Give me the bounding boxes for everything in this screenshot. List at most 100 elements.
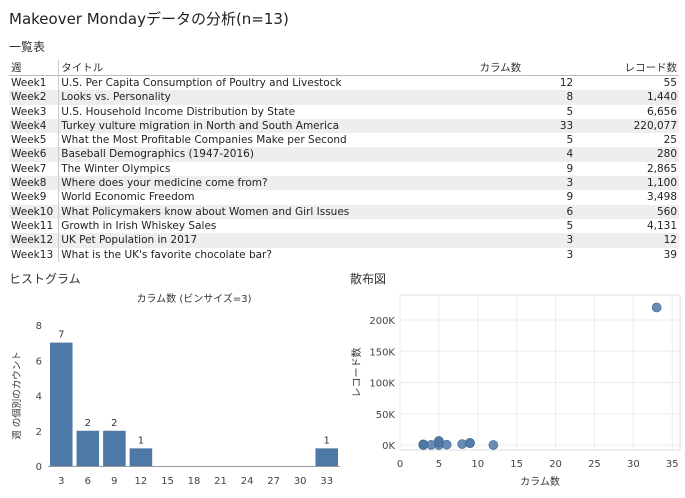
scatter-point (418, 440, 429, 450)
cell-columns: 4 (355, 147, 576, 162)
cell-title: U.S. Per Capita Consumption of Poultry a… (58, 75, 356, 91)
cell-title: Looks vs. Personality (58, 90, 356, 105)
cell-title: Where does your medicine come from? (58, 176, 356, 191)
table-row[interactable]: Week6 Baseball Demographics (1947-2016) 4 2… (9, 147, 679, 162)
header-columns[interactable]: カラム数 (355, 60, 576, 76)
table-row[interactable]: Week2 Looks vs. Personality 8 1,440 (9, 90, 679, 105)
cell-columns: 5 (566, 105, 574, 118)
x-tick-label: 18 (188, 476, 201, 487)
scatter-point (465, 438, 475, 448)
table-row[interactable]: Week4 Turkey vulture migration in North a… (9, 118, 679, 134)
table-row[interactable]: Week5 What the Most Profitable Companies … (9, 133, 679, 148)
y-tick-label: 6 (36, 356, 42, 367)
x-tick-label: 15 (510, 459, 523, 470)
cell-records: 220,077 (575, 118, 679, 134)
histogram-bar (129, 448, 153, 466)
table-row[interactable]: Week7 The Winter Olympics 9 2,865 (9, 161, 679, 177)
cell-columns: 3 (355, 176, 576, 191)
cell-records: 6,656 (646, 105, 677, 118)
header-week[interactable]: 週 (9, 60, 59, 76)
x-tick-label: 21 (214, 476, 227, 487)
cell-title: What is the UK's favorite chocolate bar? (58, 247, 356, 262)
x-tick-label: 12 (135, 476, 148, 487)
cell-week: Week11 (11, 219, 54, 232)
cell-records: 12 (575, 233, 679, 248)
histogram-title: カラム数 (ビンサイズ=3) (136, 292, 251, 305)
cell-week: Week6 (9, 147, 59, 162)
x-tick-label: 24 (241, 476, 254, 487)
histogram-section-title: ヒストグラム (9, 272, 81, 286)
table-section-title: 一覧表 (9, 40, 46, 54)
cell-week: Week8 (9, 176, 59, 191)
x-tick-label: 10 (471, 459, 484, 470)
summary-table: 週 タイトル カラム数 レコード数 Week1 U.S. Per Capita C… (9, 60, 679, 262)
x-tick-label: 20 (549, 459, 562, 470)
bar-data-label: 7 (58, 330, 64, 341)
cell-records: 1,440 (575, 90, 679, 105)
cell-title: What the Most Profitable Companies Make … (58, 133, 356, 148)
cell-title: U.S. Household Income Distribution by St… (58, 104, 356, 119)
histogram-bar (50, 342, 73, 466)
cell-title: Baseball Demographics (1947-2016) (58, 147, 356, 162)
cell-week: Week12 (9, 233, 59, 248)
y-tick-label: 4 (36, 392, 42, 403)
x-tick-label: 6 (85, 476, 91, 487)
cell-records: 4,131 (646, 219, 677, 232)
cell-records: 560 (575, 204, 679, 219)
x-tick-label: 30 (294, 476, 307, 487)
y-axis-label: レコード数 (350, 348, 363, 398)
x-tick-label: 35 (666, 459, 679, 470)
cell-week: Week10 (9, 204, 59, 219)
cell-title: World Economic Freedom (58, 190, 356, 205)
cell-title: Turkey vulture migration in North and So… (58, 118, 356, 134)
y-tick-label: 8 (36, 321, 42, 332)
cell-week: Week13 (11, 248, 54, 261)
histogram-bar (76, 430, 100, 466)
table-row[interactable]: Week11 Growth in Irish Whiskey Sales 5 4,13… (9, 218, 679, 234)
scatter-point (488, 440, 499, 450)
cell-records: 2,865 (646, 162, 677, 175)
y-tick-label: 0 (36, 462, 42, 473)
cell-columns: 3 (355, 233, 576, 248)
table-row[interactable]: Week8 Where does your medicine come from?… (9, 176, 679, 191)
x-tick-label: 5 (436, 459, 442, 470)
x-tick-label: 3 (58, 476, 64, 487)
cell-title: Growth in Irish Whiskey Sales (58, 218, 356, 234)
cell-title: What Policymakers know about Women and G… (58, 204, 356, 219)
cell-week: Week2 (9, 90, 59, 105)
bar-data-label: 2 (85, 418, 91, 429)
cell-columns: 12 (559, 77, 574, 89)
cell-week: Week5 (11, 134, 47, 147)
bar-data-label: 2 (111, 418, 117, 429)
y-tick-label: 150K (369, 347, 395, 358)
y-tick-label: 0K (382, 441, 395, 452)
y-axis-label: 週 の個別のカウント (11, 351, 23, 440)
cell-week: Week4 (9, 118, 59, 134)
table-row[interactable]: Week10 What Policymakers know about Women… (9, 204, 679, 219)
cell-columns: 8 (355, 90, 576, 105)
table-row[interactable]: Week3 U.S. Household Income Distribution … (9, 104, 679, 119)
cell-title: The Winter Olympics (58, 161, 356, 177)
table-row[interactable]: Week1 U.S. Per Capita Consumption of Poul… (9, 75, 679, 91)
cell-week: Week1 (11, 77, 47, 89)
cell-columns: 9 (566, 191, 574, 204)
y-tick-label: 2 (36, 427, 42, 438)
table-row[interactable]: Week13 What is the UK's favorite chocolat… (9, 247, 679, 262)
cell-records: 39 (663, 248, 677, 261)
cell-columns: 3 (566, 248, 574, 261)
header-title[interactable]: タイトル (58, 60, 356, 76)
scatter-point (651, 302, 662, 313)
header-records[interactable]: レコード数 (575, 60, 679, 76)
x-tick-label: 27 (267, 476, 280, 487)
y-tick-label: 50K (376, 410, 396, 421)
cell-columns: 9 (566, 162, 574, 175)
page-title: Makeover Mondayデータの分析(n=13) (9, 10, 289, 28)
table-row[interactable]: Week9 World Economic Freedom 9 3,498 (9, 190, 679, 205)
x-tick-label: 30 (627, 459, 640, 470)
table-row[interactable]: Week12 UK Pet Population in 2017 3 12 (9, 233, 679, 248)
bar-data-label: 1 (138, 435, 144, 446)
scatter-section-title: 散布図 (350, 272, 387, 286)
cell-records: 55 (663, 77, 677, 89)
histogram-bar (315, 448, 338, 466)
